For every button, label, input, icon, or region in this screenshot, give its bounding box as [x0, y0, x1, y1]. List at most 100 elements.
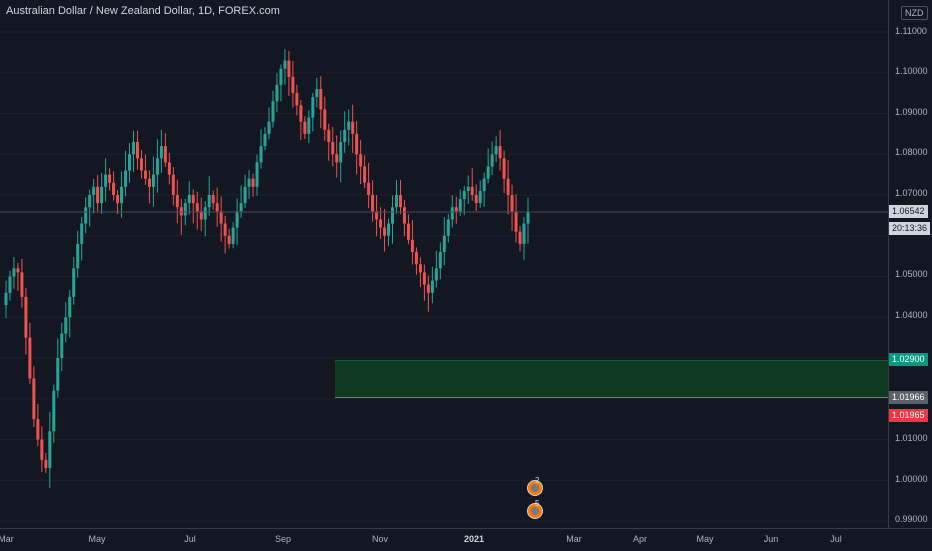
candle-body — [406, 223, 410, 240]
y-tick-label: 1.07000 — [895, 188, 928, 198]
currency-badge[interactable]: NZD — [901, 6, 928, 20]
candle-body — [235, 211, 239, 228]
candle-body — [48, 431, 52, 469]
candle-body — [243, 186, 247, 204]
candle-body — [307, 117, 311, 134]
candle-body — [20, 272, 24, 297]
candle-body — [60, 333, 64, 358]
candle-body — [510, 195, 514, 212]
x-tick-label: Mar — [566, 534, 582, 544]
candle-body — [128, 154, 132, 171]
candle-body — [199, 211, 203, 220]
candle-body — [422, 272, 426, 285]
price-axis[interactable] — [888, 0, 932, 528]
candle-body — [418, 264, 422, 273]
candle-body — [434, 268, 438, 281]
candle-body — [319, 89, 323, 110]
candle-body — [359, 154, 363, 167]
current-price-label: 1.06542 — [889, 205, 928, 218]
x-tick-label-year: 2021 — [463, 534, 485, 544]
candle-body — [247, 178, 251, 187]
y-tick-label: 1.09000 — [895, 107, 928, 117]
candle-body — [251, 178, 255, 187]
x-tick-label: May — [88, 534, 106, 544]
candle-body — [367, 182, 371, 195]
y-tick-label: 0.99000 — [895, 514, 928, 524]
x-tick-label: Sep — [274, 534, 292, 544]
candle-body — [56, 358, 60, 391]
candle-body — [383, 227, 387, 236]
candle-body — [410, 239, 414, 253]
candle-body — [12, 268, 16, 277]
candle-body — [135, 142, 139, 159]
candle-body — [163, 146, 167, 163]
candle-body — [88, 195, 92, 208]
candle-body — [490, 154, 494, 167]
candle-body — [478, 190, 482, 204]
y-tick-label: 1.00000 — [895, 474, 928, 484]
candle-body — [371, 195, 375, 212]
candle-body — [255, 162, 259, 187]
candle-body — [259, 146, 263, 163]
x-tick-label: Jul — [184, 534, 196, 544]
time-axis[interactable] — [0, 528, 932, 551]
candle-body — [223, 223, 227, 236]
candle-body — [155, 158, 159, 175]
candle-body — [191, 195, 195, 204]
candle-body — [263, 133, 267, 147]
candle-body — [28, 337, 32, 379]
candle-body — [482, 178, 486, 191]
demand-zone-rectangle[interactable] — [335, 360, 888, 398]
candle-body — [414, 252, 418, 265]
candlestick-chart[interactable] — [0, 0, 888, 528]
event-marker-icon[interactable] — [527, 503, 543, 519]
candle-body — [387, 223, 391, 236]
candle-body — [52, 390, 56, 432]
candle-body — [331, 142, 335, 155]
candle-body — [32, 378, 36, 420]
candle-body — [402, 207, 406, 224]
candle-body — [442, 235, 446, 253]
candle-body — [36, 419, 40, 440]
candle-body — [303, 121, 307, 134]
candle-body — [139, 158, 143, 171]
candle-body — [327, 129, 331, 143]
candle-body — [183, 203, 187, 216]
bar-countdown-label: 20:13:36 — [889, 222, 931, 235]
candle-body — [295, 93, 299, 106]
candle-body — [395, 195, 398, 208]
candle-body — [203, 207, 207, 220]
event-count-label: 2 — [535, 476, 540, 485]
candle-body — [343, 129, 347, 143]
candle-body — [355, 133, 359, 155]
y-tick-label: 1.04000 — [895, 310, 928, 320]
candles — [4, 49, 530, 488]
candle-body — [287, 60, 291, 77]
candle-body — [227, 235, 231, 244]
candle-body — [175, 195, 179, 208]
candle-body — [450, 207, 454, 220]
candle-body — [398, 195, 402, 208]
candle-body — [438, 252, 442, 269]
candle-body — [462, 190, 466, 200]
candle-body — [446, 219, 450, 236]
y-tick-label: 1.10000 — [895, 66, 928, 76]
candle-body — [159, 146, 163, 159]
candle-body — [526, 211, 530, 224]
event-marker-icon[interactable] — [527, 480, 543, 496]
candle-body — [108, 174, 112, 183]
candle-body — [116, 195, 120, 204]
price-chart[interactable]: Australian Dollar / New Zealand Dollar, … — [0, 0, 888, 528]
symbol-title[interactable]: Australian Dollar / New Zealand Dollar, … — [6, 5, 280, 17]
candle-body — [100, 186, 104, 204]
candle-body — [299, 105, 303, 122]
candle-body — [151, 174, 155, 187]
x-tick-label: Apr — [632, 534, 648, 544]
y-tick-label: 1.01000 — [895, 433, 928, 443]
candle-body — [430, 280, 434, 293]
candle-body — [347, 121, 351, 130]
candle-body — [104, 174, 108, 187]
candle-body — [486, 166, 490, 179]
candle-body — [494, 146, 498, 155]
candle-body — [167, 162, 171, 175]
